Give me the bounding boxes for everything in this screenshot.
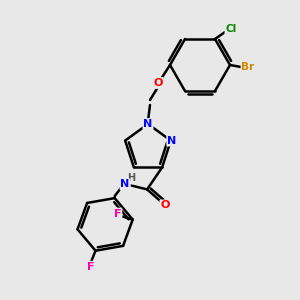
Text: F: F — [87, 262, 94, 272]
Text: O: O — [153, 78, 163, 88]
Text: N: N — [143, 119, 153, 129]
Text: F: F — [114, 208, 122, 219]
Text: Br: Br — [242, 62, 255, 72]
Text: N: N — [121, 179, 130, 189]
Text: N: N — [167, 136, 176, 146]
Text: O: O — [160, 200, 170, 210]
Text: Cl: Cl — [225, 24, 237, 34]
Text: H: H — [127, 173, 135, 183]
